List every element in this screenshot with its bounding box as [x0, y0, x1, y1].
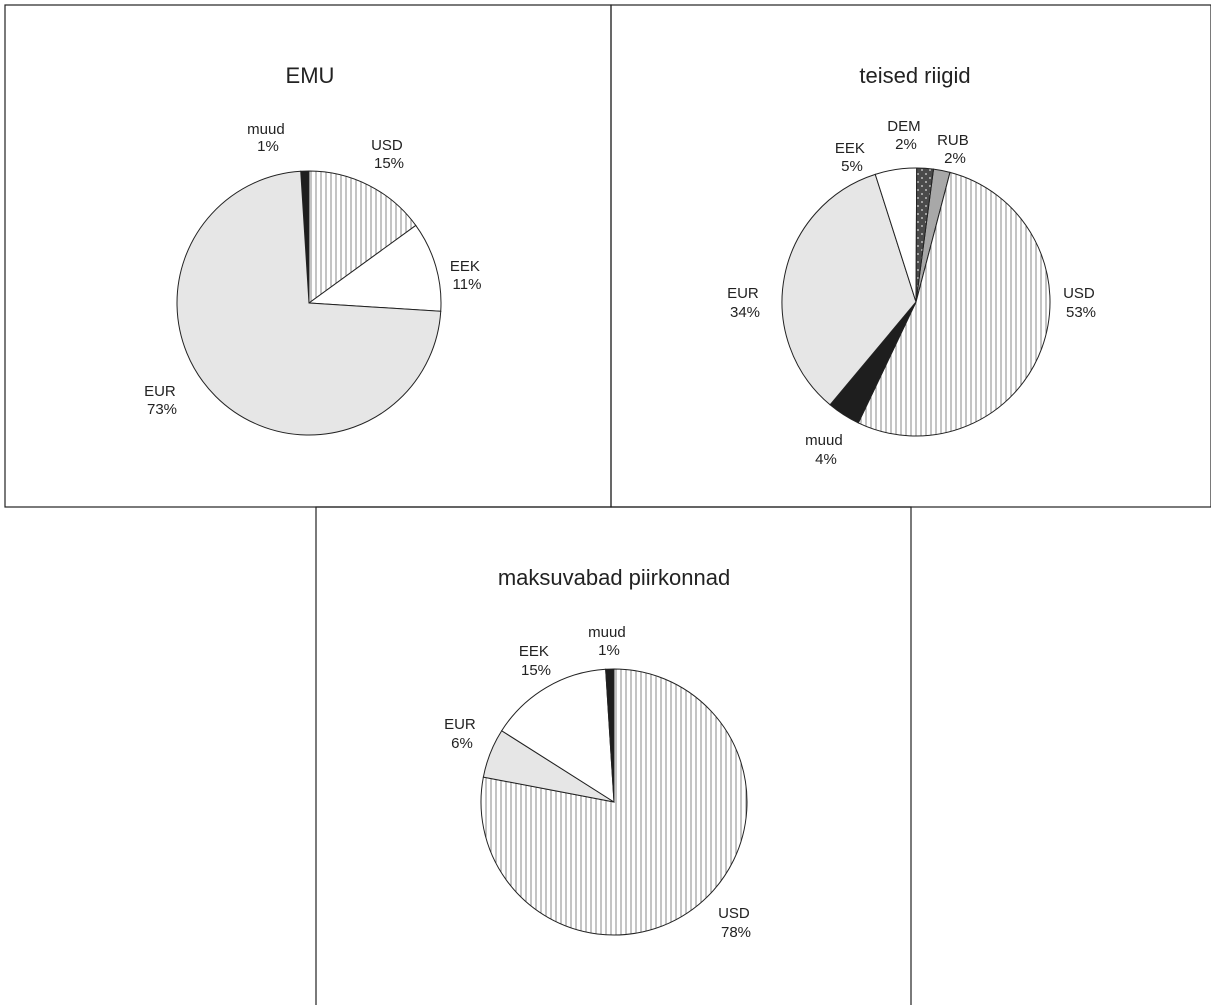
slice-label-usd: USD 15% [371, 137, 407, 172]
pie-slice-usd [308, 170, 417, 304]
pie-chart-emu: EMU muud 1% USD 15% EEK 11% EUR 73% [144, 63, 484, 436]
pie-chart-teised-riigid: teised riigid RUB 2% USD 53% muud 4% EUR… [727, 63, 1099, 468]
slice-label-usd: USD 78% [718, 905, 754, 941]
slice-label-eek: EEK 15% [519, 643, 553, 679]
labels-teised-riigid: RUB 2% USD 53% muud 4% EUR 34% EEK 5% DE… [727, 118, 1099, 468]
slice-name: EEK [450, 258, 480, 275]
chart-title-emu: EMU [286, 63, 335, 88]
pie-slice-muud [605, 668, 615, 803]
slice-percent: 1% [598, 642, 620, 659]
slice-label-rub: RUB 2% [937, 132, 973, 167]
slice-percent: 34% [730, 304, 760, 321]
slice-name: USD [1063, 285, 1095, 302]
pie-chart-maksuvabad-piirkonnad: maksuvabad piirkonnad USD 78% EUR 6% EEK… [444, 565, 754, 941]
slice-name: EEK [519, 643, 549, 660]
pie-slice-eek [307, 224, 442, 312]
slice-percent: 2% [944, 150, 966, 167]
slice-label-dem: DEM 2% [887, 118, 925, 153]
slice-name: USD [371, 137, 403, 154]
slice-percent: 53% [1066, 304, 1096, 321]
slice-name: RUB [937, 132, 969, 149]
panel-maksuvabad-border [315, 506, 912, 1005]
slice-percent: 15% [521, 662, 551, 679]
slices-maksuvabad-piirkonnad [480, 668, 748, 936]
slice-label-eek: EEK 11% [450, 258, 484, 293]
slice-name: EEK [835, 140, 865, 157]
slice-name: DEM [887, 118, 920, 135]
slice-name: EUR [444, 716, 476, 733]
pie-slice-eur [781, 173, 917, 406]
slice-percent: 73% [147, 401, 177, 418]
slice-label-eek: EEK 5% [835, 140, 869, 175]
chart-title-maksuvabad-piirkonnad: maksuvabad piirkonnad [498, 565, 730, 590]
slice-percent: 5% [841, 158, 863, 175]
slice-label-muud: muud 1% [247, 121, 289, 155]
slice-percent: 78% [721, 924, 751, 941]
slice-name: USD [718, 905, 750, 922]
slice-name: EUR [144, 383, 176, 400]
slice-percent: 11% [453, 276, 482, 293]
slice-label-eur: EUR 73% [144, 383, 180, 418]
slice-name: muud [247, 121, 285, 138]
pie-slice-eek [501, 668, 615, 803]
slice-label-eur: EUR 34% [727, 285, 763, 321]
pie-slice-eur [176, 170, 442, 436]
slice-percent: 15% [374, 155, 404, 172]
slice-label-muud: muud 4% [805, 432, 847, 468]
slice-percent: 6% [451, 735, 473, 752]
slice-name: EUR [727, 285, 759, 302]
slices-emu [176, 170, 442, 436]
panel-borders [4, 4, 1211, 1005]
chart-title-teised-riigid: teised riigid [859, 63, 970, 88]
pie-slice-usd [857, 171, 1051, 437]
pie-slice-dem [915, 167, 935, 303]
slice-percent: 1% [257, 138, 279, 155]
slice-percent: 2% [895, 136, 917, 153]
slices-teised-riigid [781, 167, 1051, 437]
labels-maksuvabad-piirkonnad: USD 78% EUR 6% EEK 15% muud 1% [444, 624, 754, 941]
slice-label-usd: USD 53% [1063, 285, 1099, 321]
slice-name: muud [805, 432, 843, 449]
labels-emu: muud 1% USD 15% EEK 11% EUR 73% [144, 121, 484, 418]
slice-label-eur: EUR 6% [444, 716, 480, 752]
slice-name: muud [588, 624, 626, 641]
slice-percent: 4% [815, 451, 837, 468]
slice-label-muud: muud 1% [588, 624, 630, 659]
